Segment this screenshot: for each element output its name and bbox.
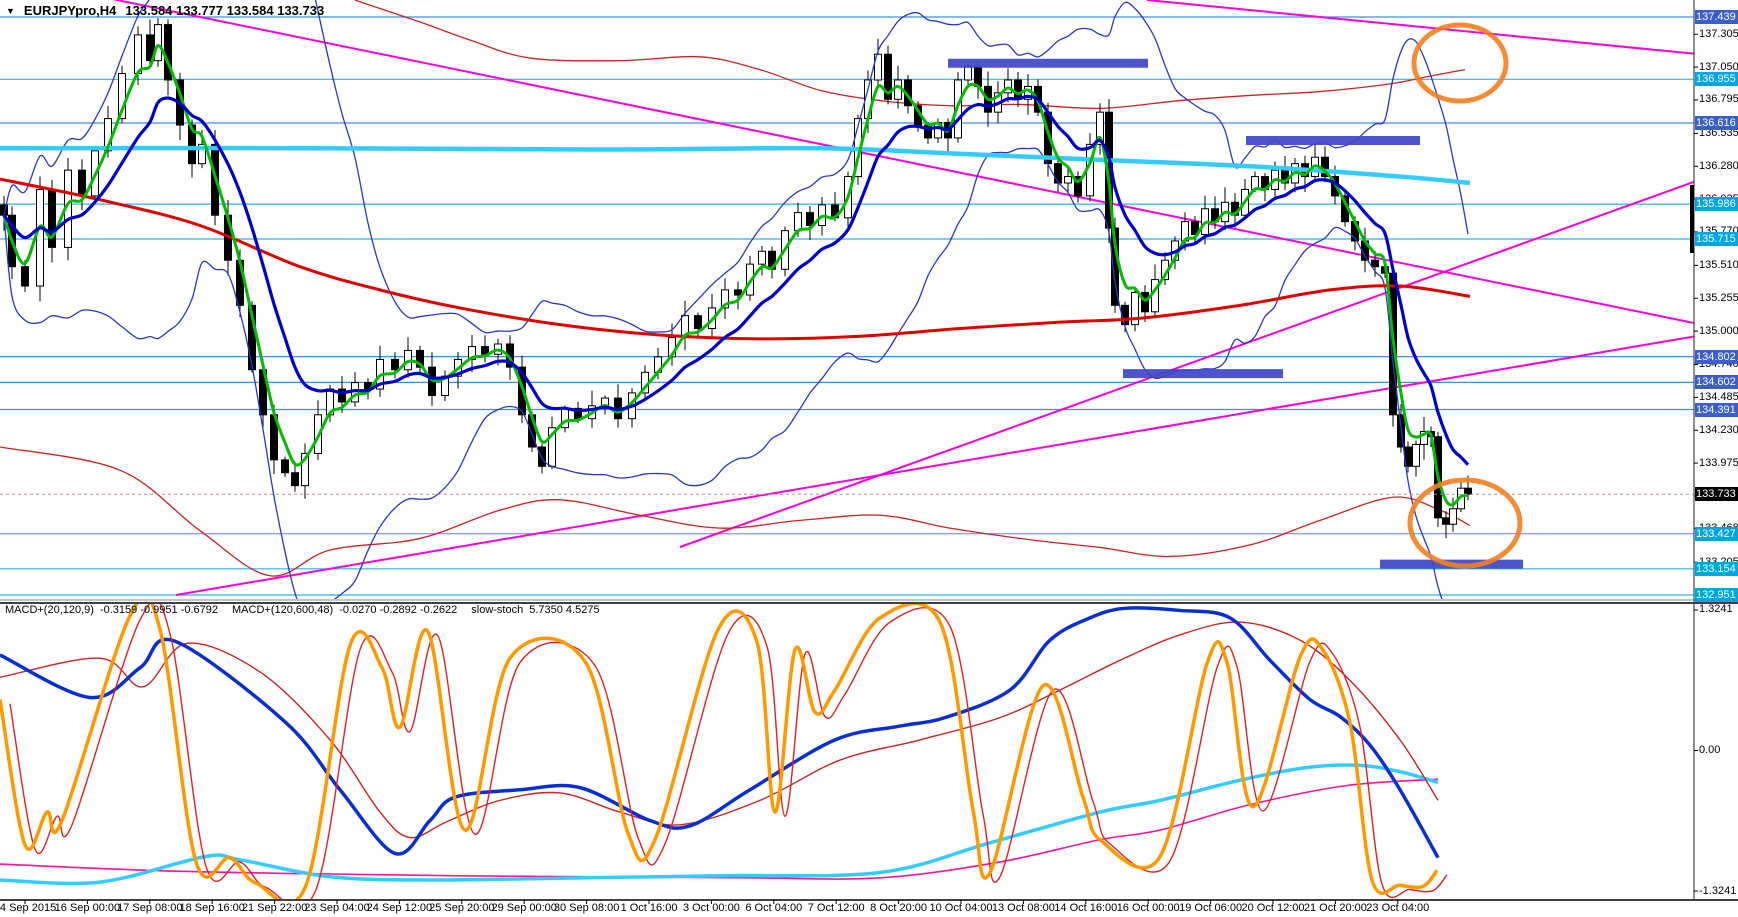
time-tick-label: 20 Oct 12:00 bbox=[1241, 902, 1305, 914]
time-tick-label: 25 Sep 20:00 bbox=[429, 902, 495, 914]
chart-title: ▼ EURJPYpro,H4 133.584 133.777 133.584 1… bbox=[6, 3, 324, 18]
time-tick-label: 6 Oct 04:00 bbox=[745, 902, 803, 914]
ohlc-values: 133.584 133.777 133.584 133.733 bbox=[125, 3, 325, 18]
stoch-label: slow-stoch bbox=[471, 604, 524, 616]
indicator-tick-label: 0.00 bbox=[1699, 744, 1721, 756]
time-tick-label: 24 Sep 12:00 bbox=[366, 902, 433, 914]
time-tick-label: 18 Sep 16:00 bbox=[179, 902, 245, 914]
macd1-values: -0.3159 -0.9951 -0.6792 bbox=[99, 604, 219, 616]
fast-ma-green-line bbox=[2, 44, 1469, 507]
time-tick-label: 17 Sep 08:00 bbox=[117, 902, 183, 914]
macd2-signal-line bbox=[0, 778, 1439, 880]
level-price-badge: 136.616 bbox=[1695, 115, 1738, 130]
time-tick-label: 29 Sep 00:00 bbox=[491, 902, 557, 914]
level-price-badge: 136.955 bbox=[1695, 72, 1738, 87]
highlight-ellipse-annotations[interactable] bbox=[1407, 22, 1523, 569]
price-tick-label: 135.255 bbox=[1699, 291, 1738, 304]
level-price-badge: 132.951 bbox=[1695, 587, 1738, 602]
time-tick-label: 3 Oct 00:00 bbox=[682, 902, 740, 914]
level-price-badge: 134.802 bbox=[1695, 349, 1738, 364]
time-tick-label: 14 Oct 16:00 bbox=[1054, 902, 1118, 914]
slow-ma-red-line bbox=[0, 177, 1471, 341]
level-price-badge: 133.154 bbox=[1695, 561, 1738, 576]
red-bollinger-bands bbox=[0, 0, 1471, 577]
price-tick-label: 136.795 bbox=[1699, 93, 1738, 106]
stoch-signal-line bbox=[9, 604, 1448, 899]
price-tick-label: 136.280 bbox=[1699, 159, 1738, 172]
price-tick-label: 133.975 bbox=[1699, 456, 1738, 469]
level-price-badge: 134.391 bbox=[1695, 402, 1738, 417]
macd2-values: -0.0270 -0.2892 -0.2622 bbox=[339, 604, 458, 616]
time-tick-label: 19 Oct 06:00 bbox=[1179, 902, 1243, 914]
indicator-tick-label: 1.3241 bbox=[1699, 603, 1733, 616]
time-tick-label: 1 Oct 16:00 bbox=[620, 902, 678, 914]
support-resistance-level-lines bbox=[0, 16, 1694, 596]
mid-ma-blue-line bbox=[2, 94, 1470, 466]
price-tick-label: 137.050 bbox=[1699, 60, 1738, 73]
price-tick-label: 135.000 bbox=[1699, 324, 1738, 337]
indicator-header: MACD+(20,120,9) -0.3159 -0.9951 -0.6792 … bbox=[5, 604, 600, 616]
symbol-dropdown-icon[interactable]: ▼ bbox=[6, 5, 15, 16]
time-tick-label: 8 Oct 20:00 bbox=[870, 902, 928, 914]
indicator-tick-label: -1.3241 bbox=[1699, 884, 1737, 897]
symbol-period-label: EURJPYpro,H4 bbox=[23, 3, 117, 18]
level-price-badge: 135.715 bbox=[1695, 232, 1738, 247]
level-price-badge: 133.427 bbox=[1695, 526, 1738, 541]
stoch-main-line bbox=[0, 604, 1439, 899]
time-tick-label: 14 Sep 2015 bbox=[0, 902, 57, 914]
price-tick-label: 135.510 bbox=[1699, 258, 1738, 271]
time-tick-label: 16 Oct 00:00 bbox=[1116, 902, 1180, 914]
blue-bollinger-bands bbox=[3, 0, 1469, 599]
level-price-badge: 137.439 bbox=[1695, 10, 1738, 24]
macd2-main-line bbox=[0, 763, 1439, 886]
time-tick-label: 21 Oct 20:00 bbox=[1303, 902, 1367, 914]
macd2-label: MACD+(120,600,48) bbox=[232, 604, 334, 616]
time-tick-label: 23 Sep 04:00 bbox=[304, 902, 370, 914]
price-axis-drag-marker bbox=[1690, 185, 1694, 253]
stoch-values: 5.7350 4.5275 bbox=[529, 604, 600, 616]
time-tick-label: 21 Sep 22:00 bbox=[241, 902, 308, 914]
level-price-badge: 135.986 bbox=[1695, 197, 1738, 212]
current-price-badge: 133.733 bbox=[1695, 487, 1738, 502]
time-tick-label: 7 Oct 12:00 bbox=[807, 902, 865, 914]
level-price-badge: 134.602 bbox=[1695, 375, 1738, 390]
time-tick-label: 30 Sep 08:00 bbox=[553, 902, 620, 914]
price-tick-label: 134.485 bbox=[1699, 390, 1738, 403]
price-tick-label: 137.305 bbox=[1699, 27, 1738, 40]
time-tick-label: 10 Oct 04:00 bbox=[929, 902, 993, 914]
time-tick-label: 16 Sep 00:00 bbox=[54, 902, 121, 914]
macd1-label: MACD+(20,120,9) bbox=[5, 604, 94, 616]
price-tick-label: 134.230 bbox=[1699, 423, 1738, 436]
time-tick-label: 23 Oct 04:00 bbox=[1366, 902, 1430, 914]
time-tick-label: 13 Oct 08:00 bbox=[991, 902, 1055, 914]
